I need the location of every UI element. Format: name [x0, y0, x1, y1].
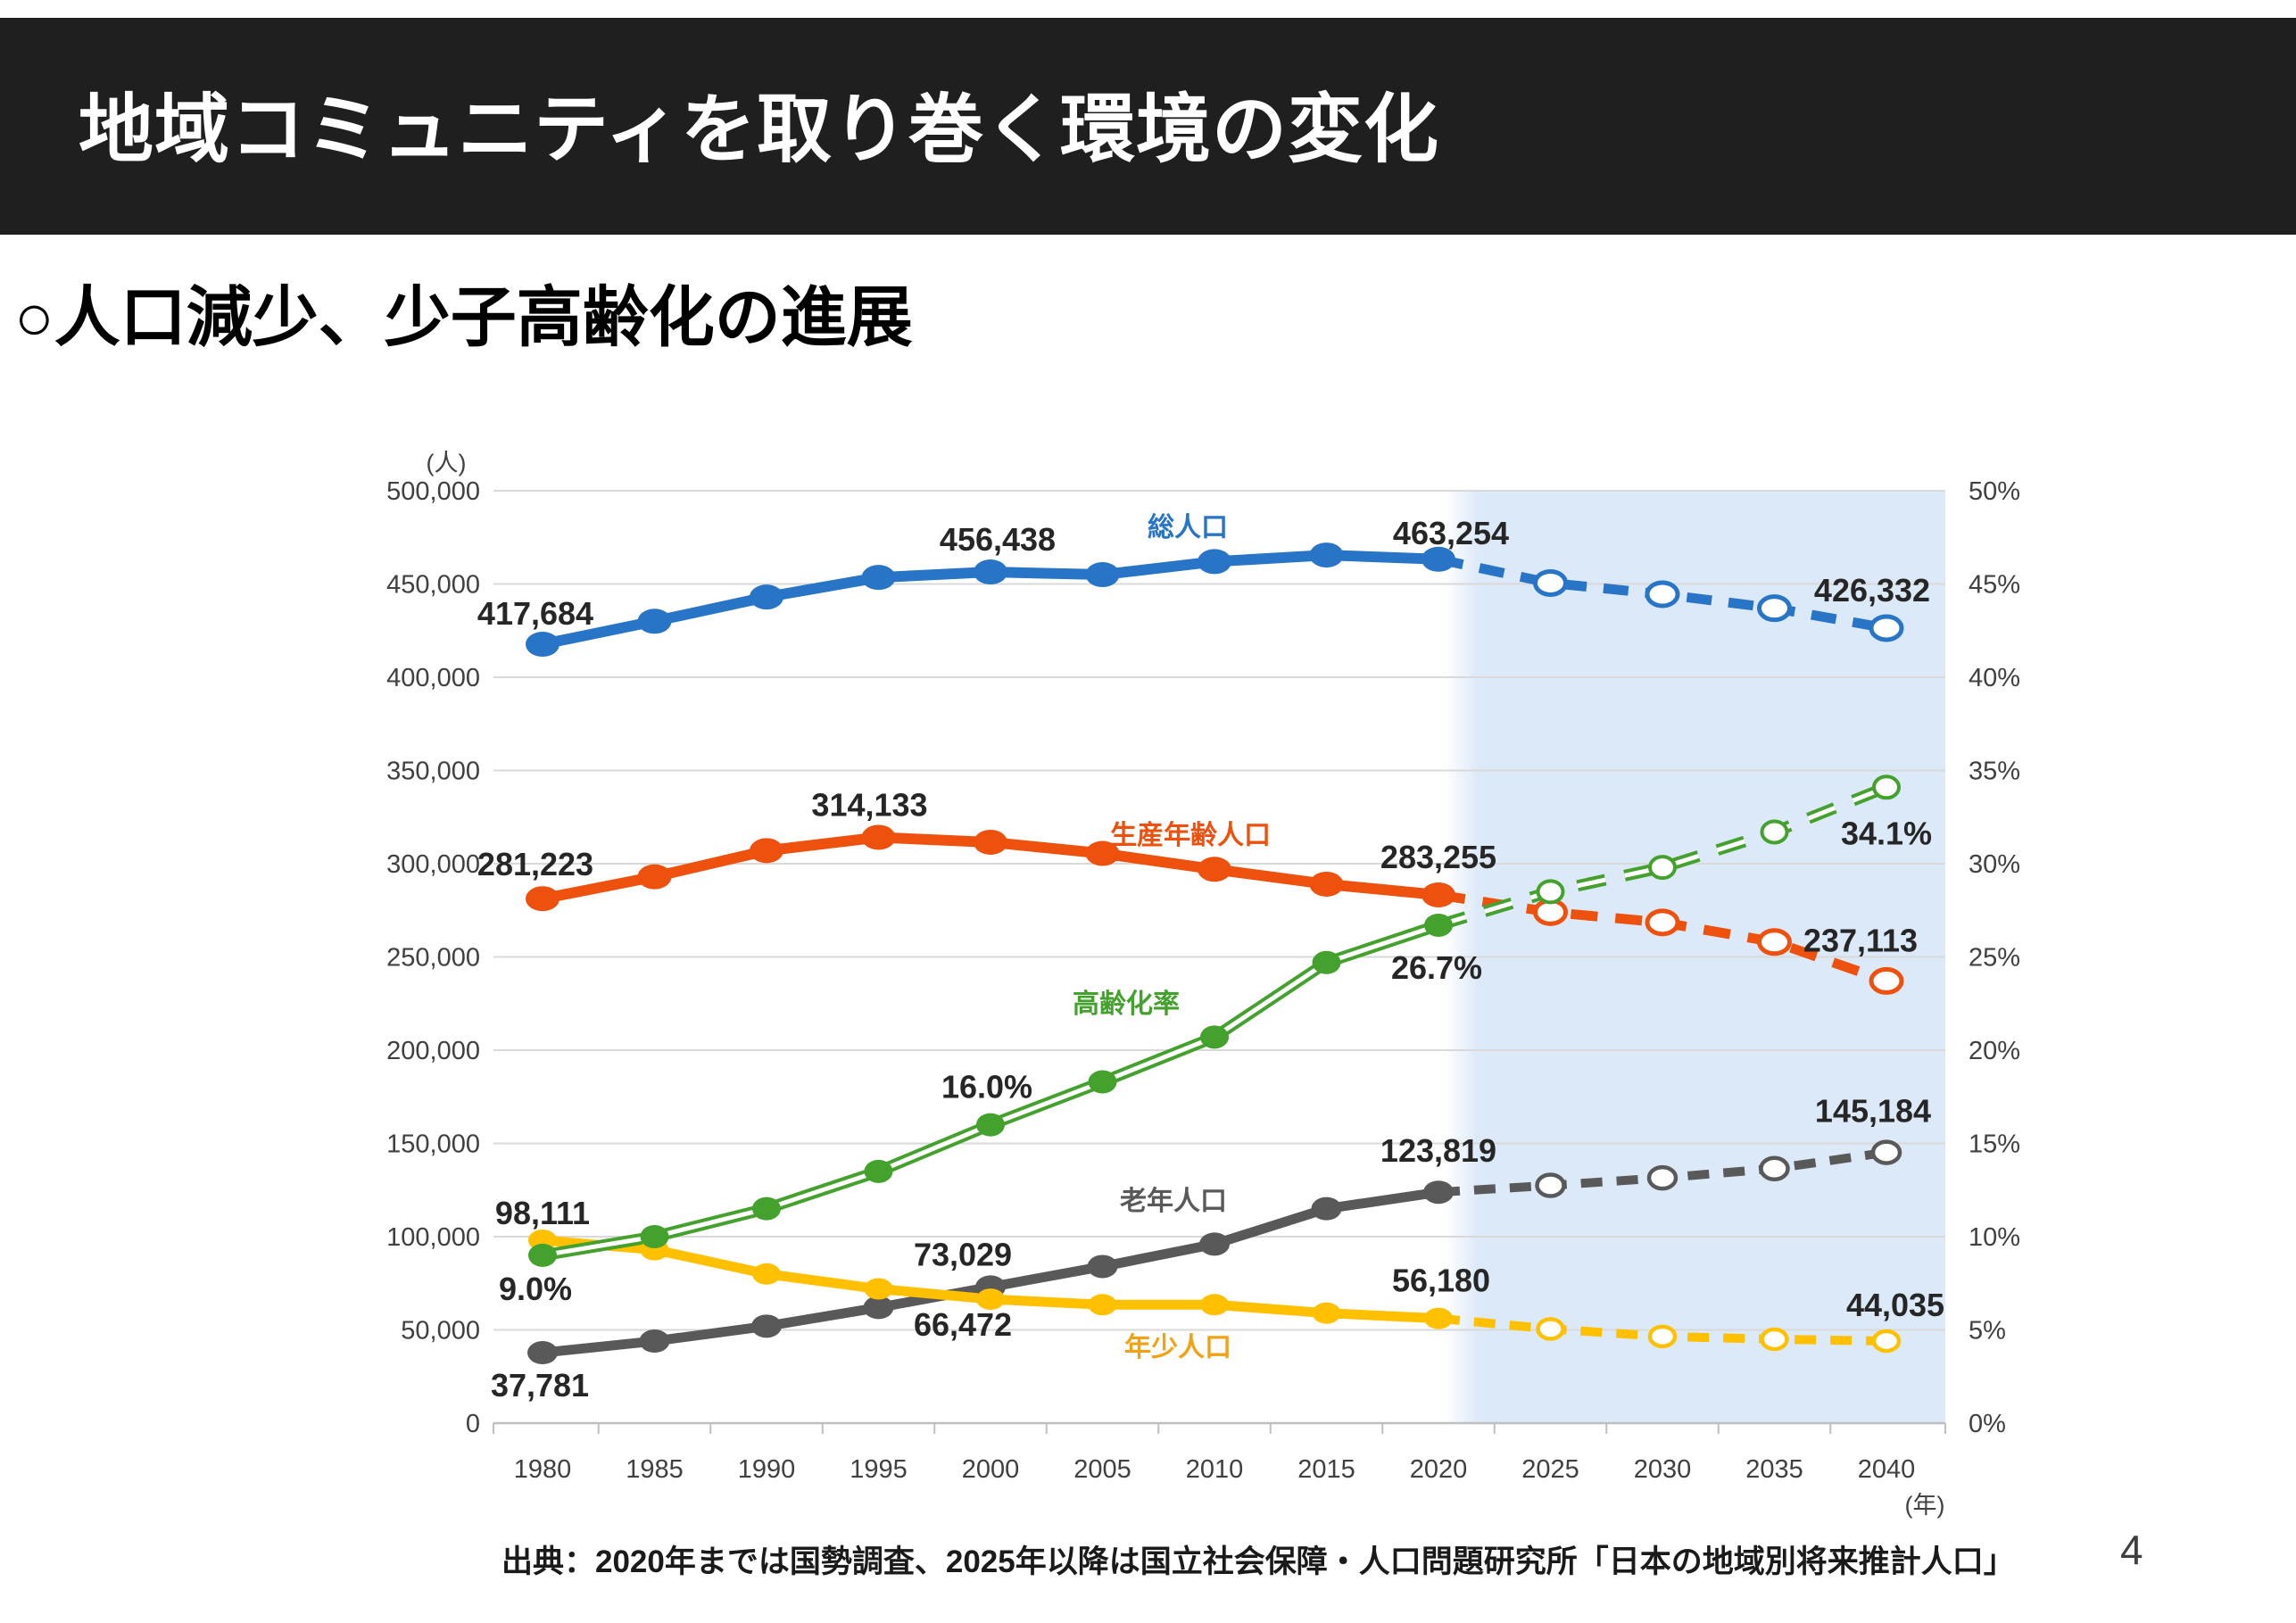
data-label-child-population-1980: 98,111	[495, 1195, 590, 1231]
right-axis-tick: 40%	[1969, 664, 2020, 692]
left-axis-tick: 100,000	[386, 1223, 480, 1252]
data-label-child-population-2000: 66,472	[914, 1306, 1012, 1343]
x-axis-tick: 1985	[626, 1455, 684, 1484]
series-aging-rate-markers	[528, 774, 1901, 1267]
left-axis-tick: 250,000	[386, 944, 480, 973]
data-label-total-population-2020: 463,254	[1393, 515, 1509, 551]
x-axis-ticks	[493, 1423, 1946, 1434]
data-label-elderly-population-2000: 73,029	[914, 1236, 1012, 1272]
right-axis-tick: 15%	[1969, 1130, 2020, 1159]
x-axis-tick: 2025	[1521, 1455, 1579, 1484]
series-child-population-markers	[528, 1229, 1902, 1354]
series-working-age-population-markers	[526, 824, 1904, 995]
left-axis-tick: 150,000	[386, 1130, 480, 1159]
data-label-aging-rate-1980: 9.0%	[499, 1271, 572, 1307]
x-axis-tick: 2010	[1186, 1455, 1244, 1484]
data-label-elderly-population-2040: 145,184	[1815, 1093, 1931, 1130]
data-label-working-age-population-1980: 281,223	[477, 846, 593, 882]
series-label-total-population: 総人口	[1148, 513, 1228, 542]
data-label-total-population-1980: 417,684	[477, 595, 593, 632]
data-label-total-population-2000: 456,438	[940, 521, 1056, 558]
data-label-elderly-population-2020: 123,819	[1380, 1132, 1496, 1169]
left-axis-tick: 50,000	[401, 1317, 480, 1346]
left-axis-tick: 400,000	[386, 664, 480, 692]
data-labels: 417,684 456,438 463,254 426,332 総人口 281,223 31…	[477, 513, 1944, 1404]
data-label-working-age-population-2020: 283,255	[1380, 839, 1496, 875]
data-label-elderly-population-1980: 37,781	[491, 1367, 589, 1404]
data-label-working-age-population-1995: 314,133	[811, 786, 927, 823]
source-note: 出典：2020年までは国勢調査、2025年以降は国立社会保障・人口問題研究所「日…	[501, 1544, 2015, 1579]
x-axis-tick: 2020	[1410, 1455, 1468, 1484]
data-label-working-age-population-2040: 237,113	[1803, 922, 1918, 958]
data-label-aging-rate-2040: 34.1%	[1841, 815, 1932, 851]
series-label-elderly-population: 老年人口	[1120, 1187, 1227, 1216]
data-label-total-population-2040: 426,332	[1814, 572, 1930, 609]
x-axis-tick: 2005	[1073, 1455, 1131, 1484]
title-bar: 地域コミュニティを取り巻く環境の変化	[0, 18, 2296, 235]
right-axis-tick: 25%	[1969, 944, 2020, 973]
right-axis-tick: 30%	[1969, 850, 2020, 879]
x-axis-tick: 1990	[738, 1455, 796, 1484]
right-axis-tick: 50%	[1969, 477, 2020, 506]
x-axis-tick: 2000	[962, 1455, 1020, 1484]
series-label-aging-rate: 高齢化率	[1073, 989, 1180, 1019]
right-axis-tick: 20%	[1969, 1037, 2020, 1065]
left-axis-tick: 500,000	[386, 477, 480, 506]
left-axis-tick: 450,000	[386, 571, 480, 600]
data-label-aging-rate-2000: 16.0%	[941, 1069, 1032, 1105]
section-heading: ○人口減少、少子高齢化の進展	[14, 280, 913, 354]
series-label-child-population: 年少人口	[1124, 1333, 1231, 1362]
x-axis-tick: 2040	[1858, 1455, 1916, 1484]
data-label-aging-rate-2020: 26.7%	[1391, 949, 1482, 986]
left-axis-tick: 350,000	[386, 758, 480, 786]
left-axis-unit: (人)	[427, 450, 467, 476]
x-axis-tick: 2035	[1745, 1455, 1803, 1484]
left-axis-tick: 0	[466, 1410, 480, 1438]
series-elderly-population-markers	[527, 1139, 1902, 1365]
series-markers	[526, 542, 1904, 1365]
slide-title: 地域コミュニティを取り巻く環境の変化	[79, 87, 1439, 171]
right-axis-tick: 35%	[1969, 758, 2020, 786]
right-axis-tick: 10%	[1969, 1223, 2020, 1252]
data-label-child-population-2020: 56,180	[1392, 1263, 1490, 1299]
right-axis-tick: 0%	[1969, 1410, 2006, 1438]
data-label-child-population-2040: 44,035	[1846, 1287, 1944, 1323]
x-axis-tick: 1980	[514, 1455, 572, 1484]
x-axis-unit: (年)	[1905, 1492, 1945, 1519]
right-axis-tick: 45%	[1969, 571, 2020, 600]
right-axis-tick: 5%	[1969, 1317, 2006, 1346]
axis-labels: 500,000 450,000 400,000 350,000 300,000 250,0…	[386, 450, 2020, 1519]
x-axis-tick: 2030	[1634, 1455, 1692, 1484]
page-number: 4	[2120, 1527, 2143, 1573]
series-label-working-age-population: 生産年齢人口	[1110, 820, 1271, 850]
x-axis-tick: 1995	[850, 1455, 908, 1484]
left-axis-tick: 300,000	[386, 850, 480, 879]
x-axis-tick: 2015	[1297, 1455, 1355, 1484]
left-axis-tick: 200,000	[386, 1037, 480, 1065]
series-total-population-markers	[526, 542, 1904, 658]
